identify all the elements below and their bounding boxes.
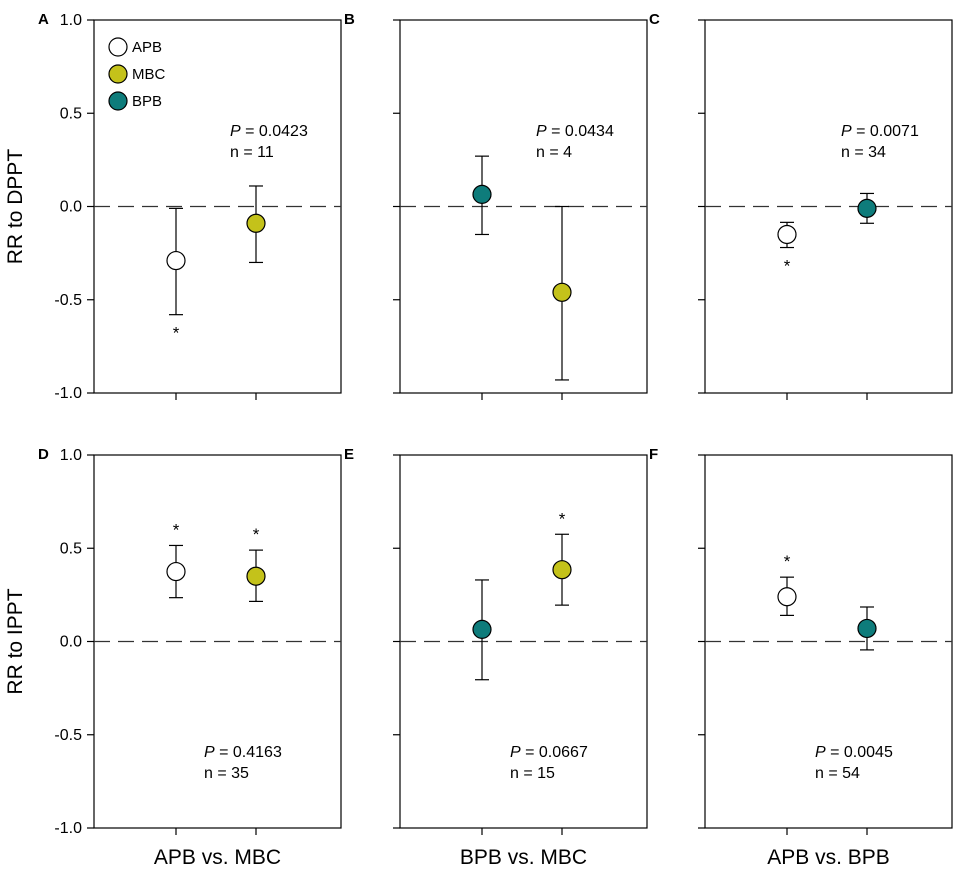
y-axis-label: RR to DPPT: [4, 149, 27, 265]
panels-layer: -1.0 -0.5 0.0 0.5 1.0 A P = 0.0423 n = 11 * B P = …: [38, 11, 953, 837]
p-value: = 0.4163: [215, 744, 282, 761]
point-bpb: [857, 192, 877, 224]
mean-marker: [246, 213, 266, 233]
significance-star: *: [173, 520, 180, 539]
p-value: = 0.0667: [521, 744, 588, 761]
p-value-text: P = 0.4163: [204, 744, 282, 761]
point-mbc: [246, 185, 266, 264]
y-tick-label: 0.0: [60, 634, 82, 651]
point-apb: *: [777, 552, 797, 616]
significance-star: *: [784, 552, 791, 571]
y-axis-label: RR to IPPT: [4, 588, 27, 694]
legend-marker: [108, 91, 128, 111]
legend-item-bpb: BPB: [108, 91, 162, 111]
mean-marker: [472, 619, 492, 639]
p-value: = 0.0434: [547, 123, 614, 140]
point-mbc: *: [246, 525, 266, 603]
p-value: = 0.0423: [241, 123, 308, 140]
labels-layer: APB vs. MBC BPB vs. MBC APB vs. BPB RR to D…: [4, 149, 890, 869]
p-symbol: P: [510, 744, 521, 761]
y-tick-label: 1.0: [60, 447, 82, 464]
sample-size-text: n = 4: [536, 144, 572, 161]
point-apb: *: [166, 520, 186, 599]
legend-item-mbc: MBC: [108, 64, 166, 84]
mean-marker: [246, 566, 266, 586]
p-symbol: P: [230, 123, 241, 140]
sample-size-text: n = 54: [815, 765, 860, 782]
mean-marker: [777, 587, 797, 607]
mean-marker: [552, 282, 572, 302]
p-symbol: P: [204, 744, 215, 761]
p-value: = 0.0071: [852, 123, 919, 140]
mean-marker: [857, 198, 877, 218]
sample-size-text: n = 35: [204, 765, 249, 782]
significance-star: *: [253, 525, 260, 544]
mean-marker: [552, 560, 572, 580]
y-tick-label: -0.5: [54, 292, 82, 309]
panel-A: -1.0 -0.5 0.0 0.5 1.0 A P = 0.0423 n = 11 *: [38, 11, 342, 402]
p-symbol: P: [815, 744, 826, 761]
y-tick-label: -1.0: [54, 820, 82, 837]
y-tick-label: 0.0: [60, 199, 82, 216]
p-value-text: P = 0.0667: [510, 744, 588, 761]
p-symbol: P: [536, 123, 547, 140]
p-value-text: P = 0.0071: [841, 123, 919, 140]
mean-marker: [472, 184, 492, 204]
legend-label: APB: [132, 39, 162, 56]
panel-B: B P = 0.0434 n = 4: [344, 11, 648, 400]
point-bpb: [472, 155, 492, 236]
sample-size-text: n = 11: [230, 144, 274, 161]
p-value-text: P = 0.0045: [815, 744, 893, 761]
p-symbol: P: [841, 123, 852, 140]
p-value-text: P = 0.0434: [536, 123, 614, 140]
significance-star: *: [784, 257, 791, 276]
point-bpb: [472, 579, 492, 681]
x-axis-label: APB vs. BPB: [767, 846, 890, 869]
x-axis-label: BPB vs. MBC: [460, 846, 587, 869]
x-axis-label: APB vs. MBC: [154, 846, 281, 869]
mean-marker: [777, 224, 797, 245]
panel-letter: D: [38, 446, 49, 463]
significance-star: *: [559, 509, 566, 528]
panel-D: -1.0 -0.5 0.0 0.5 1.0 D P = 0.4163 n = 35 * *: [38, 446, 342, 837]
y-tick-label: -0.5: [54, 727, 82, 744]
y-tick-label: 0.5: [60, 105, 82, 122]
point-bpb: [857, 606, 877, 651]
panel-letter: E: [344, 446, 354, 463]
panel-F: F P = 0.0045 n = 54 *: [649, 446, 953, 835]
sample-size-text: n = 15: [510, 765, 555, 782]
legend-marker: [108, 37, 128, 57]
p-value: = 0.0045: [826, 744, 893, 761]
mean-marker: [166, 561, 186, 582]
legend-label: MBC: [132, 66, 166, 83]
panel-letter: B: [344, 11, 355, 28]
point-mbc: [552, 205, 572, 381]
y-tick-label: -1.0: [54, 385, 82, 402]
legend-item-apb: APB: [108, 37, 162, 57]
significance-star: *: [173, 324, 180, 343]
panel-E: E P = 0.0667 n = 15 *: [344, 446, 648, 835]
legend-label: BPB: [132, 93, 162, 110]
legend-layer: APB MBC BPB: [108, 37, 166, 111]
mean-marker: [857, 618, 877, 639]
panel-letter: A: [38, 11, 49, 28]
y-tick-label: 0.5: [60, 540, 82, 557]
mean-marker: [166, 250, 186, 271]
legend-marker: [108, 64, 128, 84]
p-value-text: P = 0.0423: [230, 123, 308, 140]
sample-size-text: n = 34: [841, 144, 886, 161]
panel-C: C P = 0.0071 n = 34 *: [649, 11, 953, 400]
point-mbc: *: [552, 509, 572, 606]
point-apb: *: [166, 207, 186, 343]
y-tick-label: 1.0: [60, 12, 82, 29]
point-apb: *: [777, 221, 797, 276]
panel-letter: C: [649, 11, 660, 28]
panel-letter: F: [649, 446, 658, 463]
